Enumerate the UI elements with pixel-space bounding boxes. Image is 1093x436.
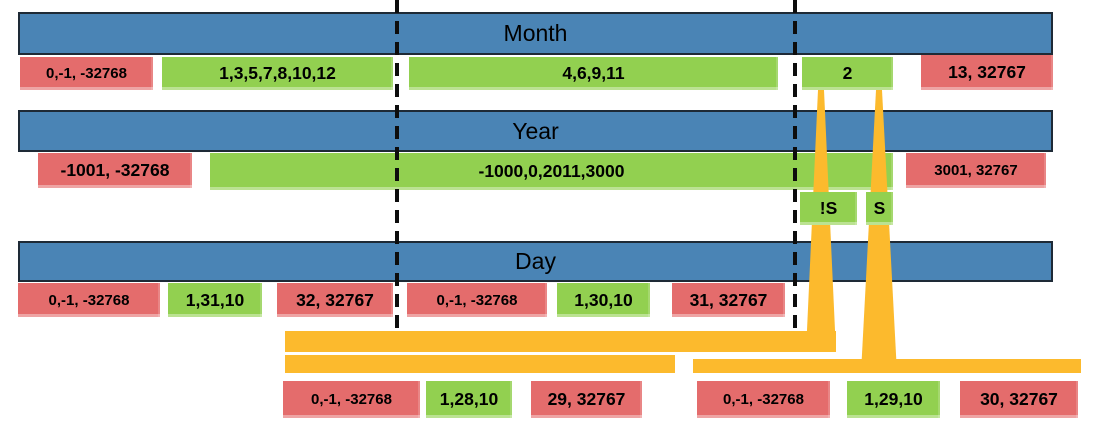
month-invalid-high-invalid-box: 13, 32767 xyxy=(921,55,1053,90)
feb29-invalid-high-label: 30, 32767 xyxy=(980,389,1058,409)
year-valid-label: -1000,0,2011,3000 xyxy=(478,161,625,181)
month-valid-30days-valid-box: 4,6,9,11 xyxy=(409,57,778,90)
day31-valid-label: 1,31,10 xyxy=(185,289,245,310)
leap-year-label: S xyxy=(873,198,886,218)
feb28-invalid-low-invalid-box: 0,-1, -32768 xyxy=(283,381,420,418)
year-invalid-high-label: 3001, 32767 xyxy=(934,162,1018,179)
day31-invalid-high-label: 32, 32767 xyxy=(296,289,374,310)
leap-year-valid-box: S xyxy=(866,192,893,225)
partition-line-left xyxy=(395,0,399,332)
partition-line-right xyxy=(793,0,797,332)
feb28-valid-label: 1,28,10 xyxy=(439,389,499,409)
day-bar-title: Day xyxy=(515,248,556,274)
funnel-feb-upper-bar xyxy=(285,331,836,352)
feb29-invalid-low-invalid-box: 0,-1, -32768 xyxy=(697,381,830,418)
year-invalid-high-invalid-box: 3001, 32767 xyxy=(906,153,1046,188)
funnel-feb-lower-bar xyxy=(285,355,675,373)
month-invalid-high-label: 13, 32767 xyxy=(948,62,1026,82)
month-invalid-low-label: 0,-1, -32768 xyxy=(46,65,127,82)
month-invalid-low-invalid-box: 0,-1, -32768 xyxy=(20,57,153,90)
spike-leap xyxy=(861,90,897,373)
month-valid-30days-label: 4,6,9,11 xyxy=(562,63,625,83)
not-leap-year-valid-box: !S xyxy=(800,192,857,225)
year-invalid-low-invalid-box: -1001, -32768 xyxy=(38,153,192,188)
feb28-invalid-low-label: 0,-1, -32768 xyxy=(311,391,392,408)
feb29-valid-valid-box: 1,29,10 xyxy=(847,381,940,418)
feb28-valid-valid-box: 1,28,10 xyxy=(426,381,512,418)
year-valid-valid-box: -1000,0,2011,3000 xyxy=(210,153,893,190)
funnel-febleap-bar xyxy=(693,359,1081,373)
feb28-invalid-high-invalid-box: 29, 32767 xyxy=(531,381,642,418)
feb29-valid-label: 1,29,10 xyxy=(864,389,923,409)
day30-invalid-high-invalid-box: 31, 32767 xyxy=(672,283,785,317)
day31-invalid-low-invalid-box: 0,-1, -32768 xyxy=(18,283,160,317)
month-valid-31days-label: 1,3,5,7,8,10,12 xyxy=(219,63,336,83)
feb29-invalid-low-label: 0,-1, -32768 xyxy=(723,391,804,408)
day30-invalid-low-invalid-box: 0,-1, -32768 xyxy=(407,283,547,317)
day31-invalid-low-label: 0,-1, -32768 xyxy=(48,291,130,309)
month-valid-february-label: 2 xyxy=(842,63,853,83)
day30-invalid-high-label: 31, 32767 xyxy=(689,289,768,310)
day31-invalid-high-invalid-box: 32, 32767 xyxy=(277,283,393,317)
day30-valid-valid-box: 1,30,10 xyxy=(557,283,650,317)
not-leap-year-label: !S xyxy=(819,198,838,218)
month-valid-31days-valid-box: 1,3,5,7,8,10,12 xyxy=(162,57,393,90)
year-bar-title: Year xyxy=(512,117,559,144)
month-bar: Month xyxy=(18,12,1053,55)
feb29-invalid-high-invalid-box: 30, 32767 xyxy=(960,381,1078,418)
year-invalid-low-label: -1001, -32768 xyxy=(60,160,170,180)
day31-valid-valid-box: 1,31,10 xyxy=(168,283,262,317)
day30-valid-label: 1,30,10 xyxy=(574,289,633,310)
day30-invalid-low-label: 0,-1, -32768 xyxy=(436,291,518,309)
month-valid-february-valid-box: 2 xyxy=(802,57,893,90)
feb28-invalid-high-label: 29, 32767 xyxy=(547,389,626,409)
month-bar-title: Month xyxy=(503,20,568,46)
